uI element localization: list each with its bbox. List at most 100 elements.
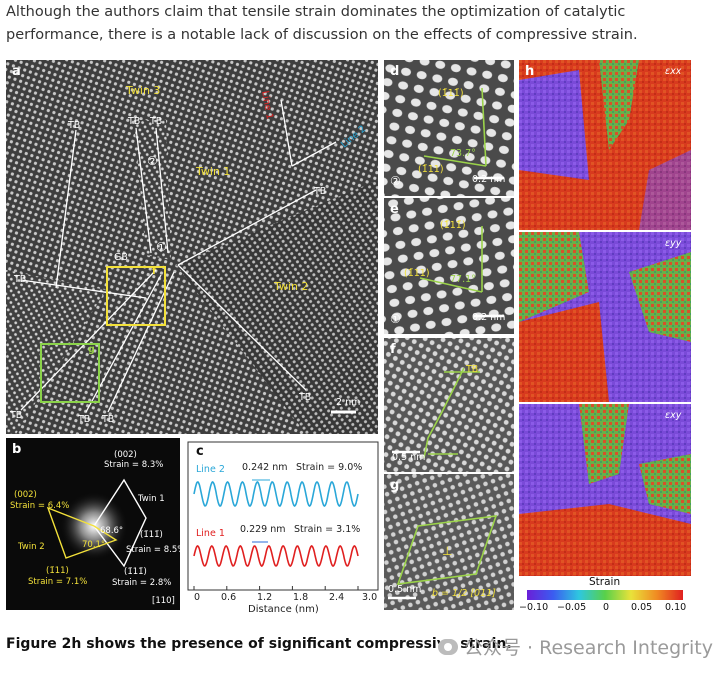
- panel-h-maps: [519, 60, 691, 576]
- x-axis-label: Distance (nm): [248, 604, 319, 615]
- colorbar-tick: 0.05: [631, 602, 653, 613]
- strain-map-eyy: [519, 232, 691, 402]
- plane-1: (1̄11̄): [438, 88, 464, 99]
- map-label-eyy: εyy: [665, 238, 682, 249]
- angle-70-1: 70.1°: [82, 540, 106, 550]
- strain-6-4: Strain = 6.4%: [10, 501, 70, 511]
- panel-h-strain-maps: h εxx εyy εxy Strain −0.10 −0.05 0 0.05 …: [519, 60, 691, 620]
- panel-f-label: f: [390, 342, 396, 357]
- panel-b-image: [46, 478, 147, 568]
- tb-label: TB: [102, 414, 115, 425]
- site-1-marker: ①: [156, 240, 167, 254]
- twin2-fft-label: Twin 2: [18, 542, 45, 552]
- watermark-text: 公众号 · Research Integrity: [464, 637, 713, 659]
- x-tick: 0: [194, 592, 201, 603]
- panel-e-hrtem: e (1̄11̄) (1̄11) 77.1° ① 0.2 nm: [384, 198, 514, 334]
- line2-legend: Line 2: [196, 464, 225, 475]
- box-g: [40, 343, 100, 403]
- p111-c: (1̄11̄): [124, 567, 147, 577]
- tb-label: TB: [299, 392, 312, 403]
- panel-c-line-profiles: c Line 2 0.242 nm Strain = 9.0% Line 1 0…: [182, 438, 382, 620]
- x-tick: 2.4: [329, 592, 345, 603]
- scale-bar-label: 0.2 nm: [472, 312, 506, 323]
- x-tick: 1.2: [257, 592, 273, 603]
- line2-strain: Strain = 9.0%: [296, 462, 363, 473]
- box-g-label: g: [88, 344, 95, 355]
- panel-e-label: e: [390, 202, 399, 217]
- colorbar-title: Strain: [589, 576, 621, 588]
- twin2-label: Twin 2: [274, 280, 309, 293]
- p111-b: (1̄11): [46, 566, 69, 576]
- angle-label: 73.7°: [450, 148, 476, 159]
- scale-bar-label: 2 nm: [336, 397, 361, 408]
- panel-d-label: d: [390, 64, 400, 79]
- burgers-vector: b = 1/2 [011]: [432, 588, 496, 599]
- site-marker: ②: [390, 174, 401, 188]
- intro-paragraph: Although the authors claim that tensile …: [6, 4, 638, 43]
- line1-legend: Line 1: [196, 528, 225, 539]
- scale-bar-label: 0.5 nm: [392, 452, 426, 463]
- angle-label: 77.1°: [450, 274, 476, 285]
- wechat-icon: [438, 638, 458, 655]
- colorbar-tick: −0.10: [519, 602, 549, 613]
- panel-f-image: [384, 338, 514, 472]
- panel-e-image: [384, 198, 514, 334]
- p111-a: (1̄11̄): [140, 530, 163, 540]
- p002-white: (002): [114, 450, 137, 460]
- scale-bar-label: 0.2 nm: [472, 174, 506, 185]
- tb-label: TB: [10, 410, 23, 421]
- panel-c-plot: [187, 441, 379, 591]
- watermark: 公众号 · Research Integrity: [438, 633, 713, 660]
- panel-g-hrtem: g ⊥ 0.5 nm b = 1/2 [011]: [384, 474, 514, 610]
- figure-caption: Figure 2h shows the presence of signific…: [6, 636, 512, 652]
- plane-2: (1̄11): [418, 164, 444, 175]
- strain-7-1: Strain = 7.1%: [28, 577, 88, 587]
- map-label-exx: εxx: [665, 66, 682, 77]
- angle-68-6: 68.6°: [100, 526, 124, 536]
- panel-g-label: g: [390, 478, 400, 493]
- x-tick: 3.0: [362, 592, 378, 603]
- strain-2-8: Strain = 2.8%: [112, 578, 172, 588]
- tb-label: TB: [14, 274, 27, 285]
- strain-map-exy: [519, 404, 691, 576]
- x-tick: 0.6: [221, 592, 237, 603]
- tb-label: TB: [78, 414, 91, 425]
- panel-a-hrtem: a Twin 3 Twin 1 Twin 2 TB TB TB TB TB TB…: [6, 60, 378, 434]
- plot-frame: [187, 441, 379, 591]
- panel-c-label: c: [196, 444, 204, 459]
- line1-spacing: 0.229 nm: [240, 524, 286, 535]
- tb-label: TB: [68, 120, 81, 131]
- strain-map-exx: [519, 60, 691, 230]
- tb-label: TB: [314, 186, 327, 197]
- dislocation-marker-icon: ⊥: [442, 544, 453, 558]
- panel-g-image: [384, 474, 514, 610]
- panel-b-fft: b (002) Strain = 8.3% (002) Strain = 6.4…: [6, 438, 180, 610]
- box-f-label: f: [152, 266, 157, 277]
- twin3-label: Twin 3: [126, 84, 161, 97]
- p002-yellow: (002): [14, 490, 37, 500]
- twin1-label: Twin 1: [196, 165, 231, 178]
- site-marker: ①: [390, 312, 401, 326]
- colorbar-tick: −0.05: [557, 602, 587, 613]
- zone-axis: [110]: [152, 596, 175, 606]
- panel-f-hrtem: f TB 0.5 nm: [384, 338, 514, 472]
- line2-profile: [193, 481, 359, 507]
- panel-a-image: [6, 60, 378, 434]
- tb-label: TB: [128, 116, 141, 127]
- box-f: [106, 266, 166, 326]
- line2-spacing: 0.242 nm: [242, 462, 288, 473]
- line1-strain: Strain = 3.1%: [294, 524, 361, 535]
- panel-h-label: h: [525, 64, 535, 79]
- panel-b-label: b: [12, 442, 22, 457]
- strain-colorbar: [527, 590, 683, 600]
- panel-d-hrtem: d (1̄11̄) (1̄11) 73.7° ② 0.2 nm: [384, 60, 514, 196]
- gb-label: GB: [114, 252, 128, 263]
- panel-d-image: [384, 60, 514, 196]
- tb-label: TB: [150, 116, 163, 127]
- site-2-marker: ②: [147, 154, 158, 168]
- x-tick: 1.8: [293, 592, 309, 603]
- map-label-exy: εxy: [665, 410, 682, 421]
- strain-8-3: Strain = 8.3%: [104, 460, 164, 470]
- line1-profile: [193, 545, 359, 567]
- scale-bar-label: 0.5 nm: [388, 584, 422, 595]
